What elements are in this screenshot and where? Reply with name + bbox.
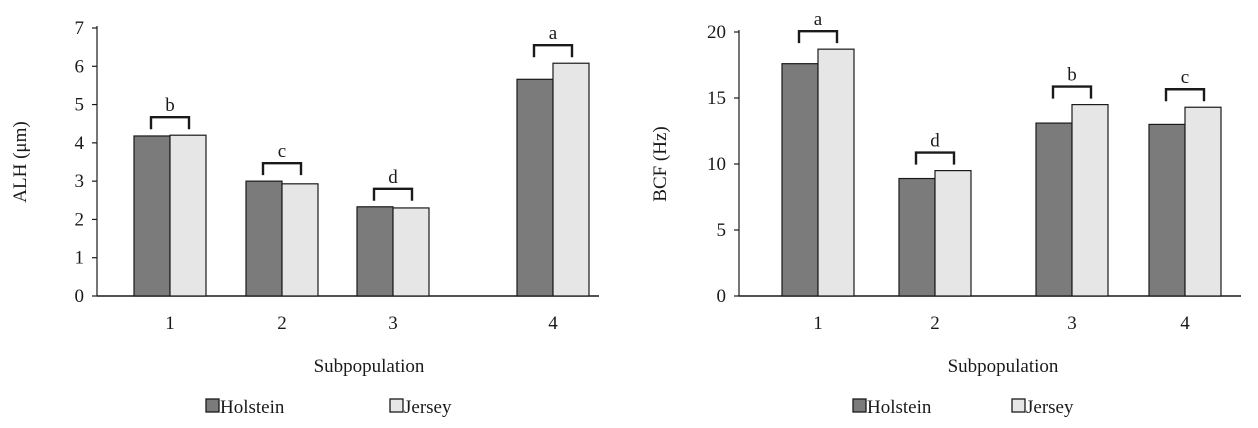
bcf-bar-jersey bbox=[817, 48, 855, 297]
alh-significance-bracket bbox=[532, 44, 574, 58]
bcf-significance-label: d bbox=[930, 131, 940, 152]
alh-significance-label: d bbox=[388, 167, 398, 188]
alh-ytick-label: 6 bbox=[75, 56, 85, 77]
bcf-ytick-label: 20 bbox=[707, 22, 726, 43]
alh-significance-label: c bbox=[278, 141, 286, 162]
alh-bar-holstein bbox=[356, 206, 394, 297]
bcf-significance-bracket bbox=[914, 151, 956, 165]
bcf-bar-jersey bbox=[934, 170, 972, 297]
bcf-bar-holstein bbox=[1148, 123, 1186, 297]
alh-legend-label-holstein: Holstein bbox=[220, 397, 285, 418]
alh-bar-chart: 0 1 2 3 4 5 6 7 b 1 c 2 d 3 a 4 ALH (μm) Subpopulation Hol… bbox=[10, 18, 599, 418]
alh-category-label: 4 bbox=[548, 313, 558, 334]
alh-ytick-label: 7 bbox=[75, 18, 85, 39]
alh-significance-label: a bbox=[549, 23, 558, 44]
alh-significance-bracket bbox=[261, 161, 303, 176]
alh-ytick-label: 4 bbox=[75, 133, 85, 154]
bcf-bar-holstein bbox=[1035, 122, 1073, 297]
bcf-chart-panel: 0 5 10 15 20 a 1 d 2 b 3 c 4 BCF (Hz) Subpopulation Hol… bbox=[629, 0, 1258, 428]
alh-bar-jersey bbox=[281, 183, 319, 297]
alh-ytick-label: 5 bbox=[75, 95, 85, 116]
bcf-category-label: 2 bbox=[930, 313, 940, 334]
bcf-ytick-label: 10 bbox=[707, 154, 726, 175]
bcf-significance-label: c bbox=[1181, 67, 1189, 88]
bcf-legend-label-holstein: Holstein bbox=[867, 397, 932, 418]
alh-bar-jersey bbox=[552, 62, 590, 297]
alh-x-axis-title: Subpopulation bbox=[314, 356, 425, 377]
bcf-significance-label: b bbox=[1067, 65, 1077, 86]
bcf-category-label: 3 bbox=[1067, 313, 1077, 334]
alh-significance-bracket bbox=[372, 187, 414, 201]
bcf-ytick-label: 5 bbox=[717, 220, 727, 241]
bcf-y-axis-title: BCF (Hz) bbox=[650, 126, 671, 201]
bcf-category-label: 1 bbox=[813, 313, 823, 334]
alh-chart-panel: 0 1 2 3 4 5 6 7 b 1 c 2 d 3 a 4 ALH (μm) Subpopulation Hol… bbox=[10, 18, 599, 418]
bcf-legend-label-jersey: Jersey bbox=[1026, 397, 1074, 418]
alh-bar-holstein bbox=[516, 78, 554, 297]
bcf-bar-holstein bbox=[781, 63, 819, 297]
alh-ytick-label: 3 bbox=[75, 171, 85, 192]
bcf-x-axis-title: Subpopulation bbox=[948, 356, 1059, 377]
alh-bar-jersey bbox=[169, 134, 207, 297]
alh-bar-jersey bbox=[392, 207, 430, 297]
bcf-legend-swatch-jersey bbox=[1011, 398, 1026, 413]
bcf-ytick-label: 15 bbox=[707, 88, 726, 109]
bcf-bar-holstein bbox=[898, 177, 936, 297]
bcf-category-label: 4 bbox=[1180, 313, 1190, 334]
alh-ytick-label: 2 bbox=[75, 209, 85, 230]
alh-legend-swatch-jersey bbox=[389, 398, 404, 413]
alh-bar-holstein bbox=[133, 135, 171, 297]
alh-category-label: 2 bbox=[277, 313, 287, 334]
alh-category-label: 3 bbox=[388, 313, 398, 334]
bcf-bar-jersey bbox=[1184, 106, 1222, 297]
alh-y-axis-title: ALH (μm) bbox=[10, 121, 31, 202]
bcf-legend-swatch-holstein bbox=[852, 398, 867, 413]
bcf-ytick-label: 0 bbox=[717, 286, 727, 307]
bcf-significance-bracket bbox=[797, 29, 839, 44]
bcf-significance-bracket bbox=[1051, 85, 1093, 99]
bcf-significance-bracket bbox=[1164, 88, 1206, 102]
alh-legend-swatch-holstein bbox=[205, 398, 220, 413]
alh-category-label: 1 bbox=[165, 313, 175, 334]
alh-significance-label: b bbox=[165, 95, 175, 116]
bcf-bar-jersey bbox=[1071, 103, 1109, 297]
alh-ytick-label: 0 bbox=[75, 286, 85, 307]
bcf-significance-label: a bbox=[814, 9, 823, 30]
alh-ytick-label: 1 bbox=[75, 248, 85, 269]
bcf-bar-chart: 0 5 10 15 20 a 1 d 2 b 3 c 4 BCF (Hz) Subpopulation Hol… bbox=[650, 9, 1241, 418]
alh-bar-holstein bbox=[245, 180, 283, 297]
alh-legend-label-jersey: Jersey bbox=[404, 397, 452, 418]
alh-significance-bracket bbox=[149, 116, 191, 130]
